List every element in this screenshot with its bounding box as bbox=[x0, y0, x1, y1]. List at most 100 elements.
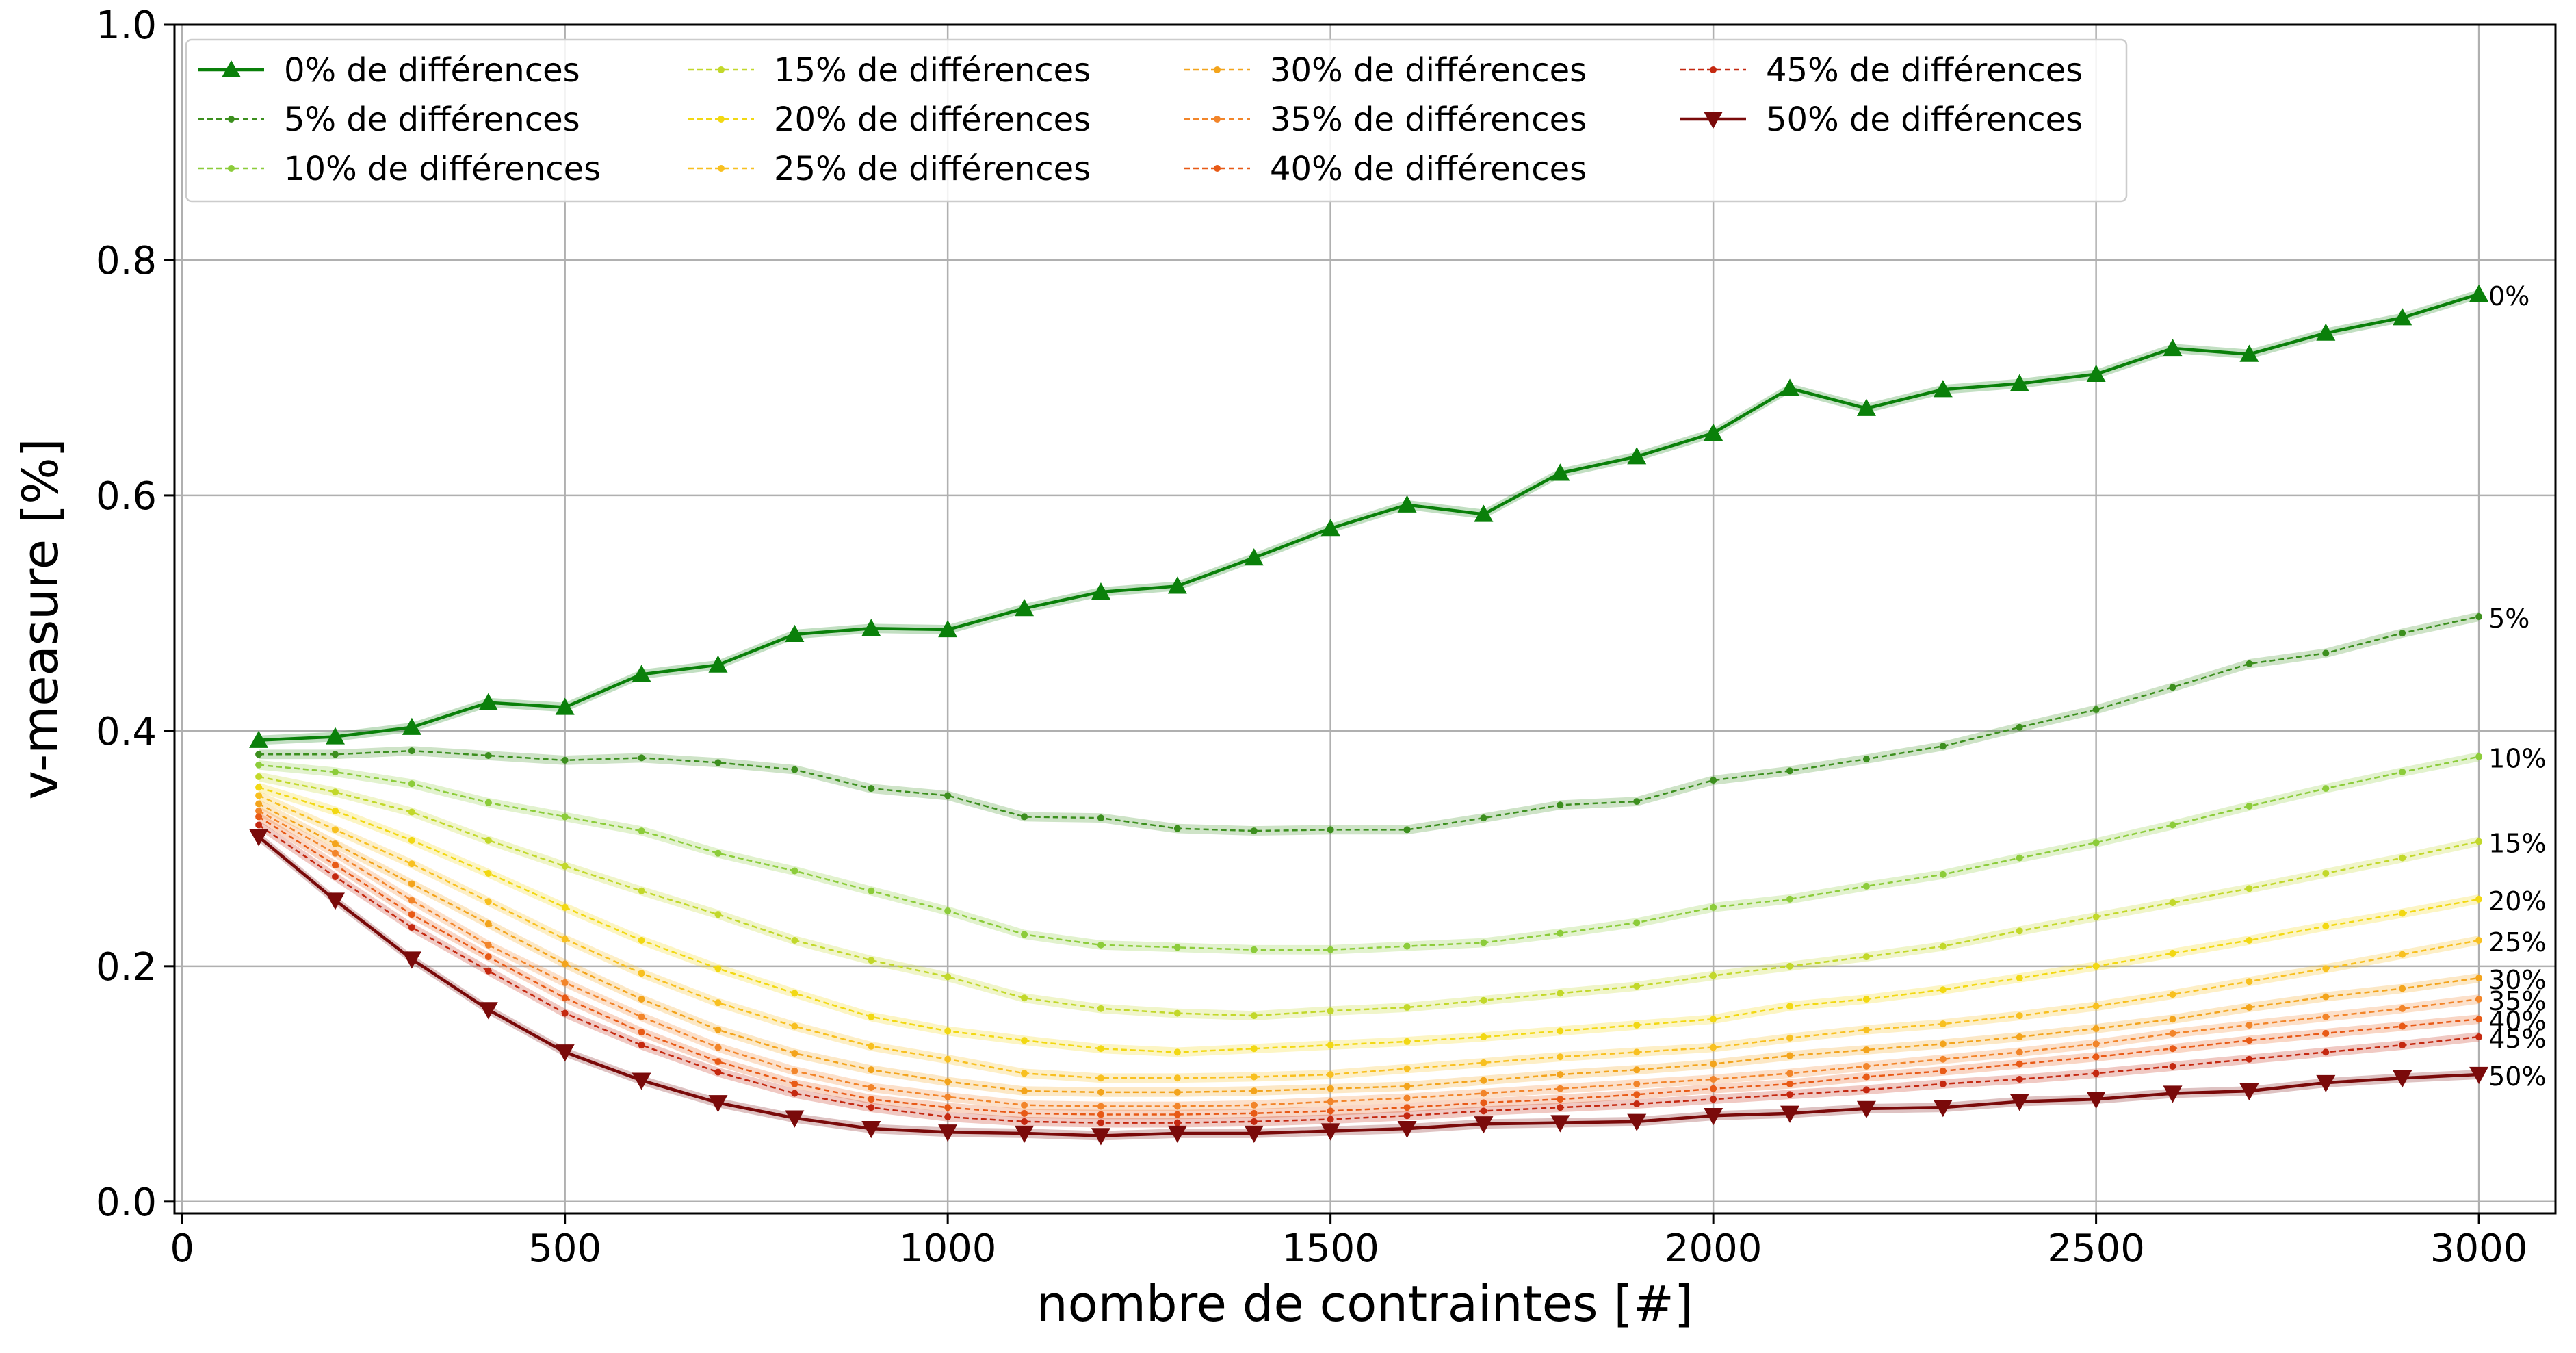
data-point bbox=[2016, 1048, 2023, 1056]
data-point bbox=[1250, 1073, 1258, 1081]
data-point bbox=[1933, 1100, 1953, 1118]
series-group bbox=[255, 800, 2483, 1096]
data-point bbox=[402, 717, 421, 735]
data-point bbox=[944, 907, 952, 915]
data-point bbox=[1397, 1120, 1417, 1139]
data-point bbox=[1939, 986, 1947, 994]
data-point bbox=[1710, 1096, 1717, 1103]
data-point bbox=[1021, 1087, 1028, 1095]
legend-item: 0% de différences bbox=[198, 51, 580, 90]
data-point bbox=[2092, 962, 2100, 970]
data-point bbox=[2163, 338, 2183, 357]
data-point bbox=[1244, 1125, 1264, 1144]
series-line bbox=[258, 816, 2480, 1116]
data-point bbox=[785, 1110, 805, 1128]
data-point bbox=[561, 1009, 569, 1017]
data-point bbox=[2092, 1040, 2100, 1048]
series-band bbox=[259, 782, 2480, 1057]
legend-item: 30% de différences bbox=[1184, 51, 1587, 90]
data-point bbox=[1557, 1085, 1564, 1092]
legend: 0% de différences 5% de différences 10% d… bbox=[185, 38, 2128, 203]
data-point bbox=[868, 957, 875, 964]
data-point bbox=[1320, 1123, 1340, 1141]
data-point bbox=[2475, 895, 2483, 903]
data-point bbox=[632, 1072, 651, 1090]
legend-item: 40% de différences bbox=[1184, 150, 1587, 188]
legend-item: 35% de différences bbox=[1184, 101, 1587, 139]
data-point bbox=[1862, 1086, 1870, 1094]
series-end-label: 10% bbox=[2488, 744, 2546, 774]
data-point bbox=[1786, 962, 1794, 970]
data-point bbox=[1862, 995, 1870, 1003]
data-point bbox=[1939, 1020, 1947, 1028]
legend-swatch-marker bbox=[222, 60, 241, 77]
data-point bbox=[1403, 942, 1411, 950]
data-point bbox=[1710, 1044, 1717, 1051]
data-point bbox=[2475, 613, 2483, 621]
data-point bbox=[1250, 1045, 1258, 1053]
data-point bbox=[1939, 1067, 1947, 1074]
data-point bbox=[2475, 1016, 2483, 1023]
data-point bbox=[638, 1013, 645, 1020]
data-point bbox=[1167, 1125, 1187, 1144]
data-point bbox=[1550, 1115, 1570, 1133]
data-point bbox=[1091, 1128, 1110, 1146]
data-point bbox=[1557, 801, 1564, 809]
data-point bbox=[1633, 1048, 1641, 1056]
data-point bbox=[868, 1104, 875, 1111]
data-point bbox=[1627, 1113, 1647, 1131]
data-point bbox=[561, 813, 569, 821]
data-point bbox=[408, 780, 415, 788]
x-tick-label: 3000 bbox=[2430, 1226, 2528, 1271]
legend-item: 15% de différences bbox=[688, 51, 1091, 90]
data-point bbox=[331, 769, 339, 776]
data-point bbox=[2399, 910, 2406, 917]
legend-swatch-marker bbox=[718, 66, 725, 73]
data-point bbox=[255, 807, 263, 814]
data-point bbox=[1250, 1101, 1258, 1109]
data-point bbox=[2399, 1022, 2406, 1030]
data-point bbox=[2322, 869, 2330, 877]
data-point bbox=[1327, 1116, 1334, 1123]
data-point bbox=[1403, 1065, 1411, 1072]
data-point bbox=[785, 624, 805, 643]
data-point bbox=[1327, 1071, 1334, 1079]
legend-label: 0% de différences bbox=[284, 51, 580, 90]
series-end-label: 5% bbox=[2488, 604, 2529, 634]
data-point bbox=[1097, 1045, 1104, 1053]
data-point bbox=[1173, 1074, 1181, 1082]
data-point bbox=[2475, 937, 2483, 944]
y-tick-label: 1.0 bbox=[96, 3, 157, 48]
data-point bbox=[1173, 1009, 1181, 1017]
data-point bbox=[2092, 1025, 2100, 1032]
y-axis-ticks: 0.0 0.2 0.4 0.6 0.8 1.0 bbox=[96, 3, 174, 1225]
data-point bbox=[2475, 753, 2483, 760]
data-point bbox=[408, 836, 415, 844]
data-point bbox=[632, 665, 651, 682]
series-line bbox=[257, 835, 2480, 1137]
data-point bbox=[2092, 1053, 2100, 1061]
data-point bbox=[2169, 949, 2176, 957]
x-tick-label: 1500 bbox=[1282, 1226, 1379, 1271]
data-point bbox=[2092, 913, 2100, 920]
data-point bbox=[408, 860, 415, 868]
data-point bbox=[1097, 1074, 1104, 1082]
data-point bbox=[2393, 1070, 2412, 1088]
data-point bbox=[2092, 1003, 2100, 1010]
data-point bbox=[2475, 838, 2483, 845]
data-point bbox=[484, 869, 492, 877]
series-line bbox=[258, 803, 2480, 1094]
data-point bbox=[1173, 944, 1181, 951]
data-point bbox=[638, 754, 645, 762]
data-point bbox=[249, 730, 269, 748]
data-point bbox=[1939, 942, 1947, 950]
data-point bbox=[791, 990, 798, 997]
data-point bbox=[484, 751, 492, 759]
legend-swatch-marker bbox=[1214, 165, 1221, 172]
data-point bbox=[2322, 923, 2330, 930]
data-point bbox=[2016, 1060, 2023, 1068]
data-point bbox=[255, 784, 263, 791]
data-point bbox=[1939, 1055, 1947, 1063]
series-end-label: 15% bbox=[2488, 829, 2546, 859]
